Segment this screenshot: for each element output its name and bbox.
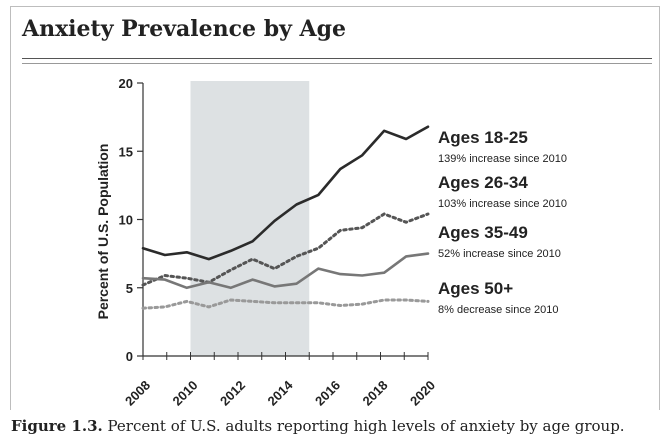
title-rule xyxy=(22,58,652,59)
series-label-1: Ages 18-25 xyxy=(438,128,528,147)
x-tick-label-2020: 2020 xyxy=(407,378,438,409)
series-line-4 xyxy=(141,298,430,310)
y-tick-label-0: 0 xyxy=(126,349,133,364)
y-tick-label-15: 15 xyxy=(119,144,133,159)
figure-caption: Figure 1.3. Percent of U.S. adults repor… xyxy=(11,417,670,435)
series-label-2: Ages 26-34 xyxy=(438,173,528,192)
series-note-2: 103% increase since 2010 xyxy=(438,198,567,210)
y-tick-label-20: 20 xyxy=(119,76,133,91)
title-rule-secondary xyxy=(22,63,652,64)
series-line-2 xyxy=(141,212,430,287)
series-label-4: Ages 50+ xyxy=(438,279,513,298)
line-chart: 0 5 10 15 20 2008 2010 2012 2014 2016 2018 2020 Perc… xyxy=(95,76,567,409)
x-tick-label-2010: 2010 xyxy=(170,378,201,409)
y-axis-title: Percent of U.S. Population xyxy=(95,144,111,320)
series-note-4: 8% decrease since 2010 xyxy=(438,304,558,316)
series-note-3: 52% increase since 2010 xyxy=(438,248,561,260)
x-tick-label-2014: 2014 xyxy=(265,377,297,409)
x-tick-label-2018: 2018 xyxy=(360,378,391,409)
x-tick-label-2012: 2012 xyxy=(217,378,248,409)
figure-frame xyxy=(10,6,660,410)
y-tick-label-10: 10 xyxy=(119,213,133,228)
x-tick-label-2008: 2008 xyxy=(122,378,153,409)
caption-text: Percent of U.S. adults reporting high le… xyxy=(102,417,625,435)
series-line-3 xyxy=(141,252,430,290)
shaded-period xyxy=(190,81,310,356)
series-label-3: Ages 35-49 xyxy=(438,223,528,242)
series-note-1: 139% increase since 2010 xyxy=(438,153,567,165)
page-title: Anxiety Prevalence by Age xyxy=(22,16,346,42)
x-tick-label-2016: 2016 xyxy=(312,378,343,409)
y-tick-label-5: 5 xyxy=(126,281,133,296)
series-line-1 xyxy=(141,125,430,261)
caption-label: Figure 1.3. xyxy=(11,417,103,435)
